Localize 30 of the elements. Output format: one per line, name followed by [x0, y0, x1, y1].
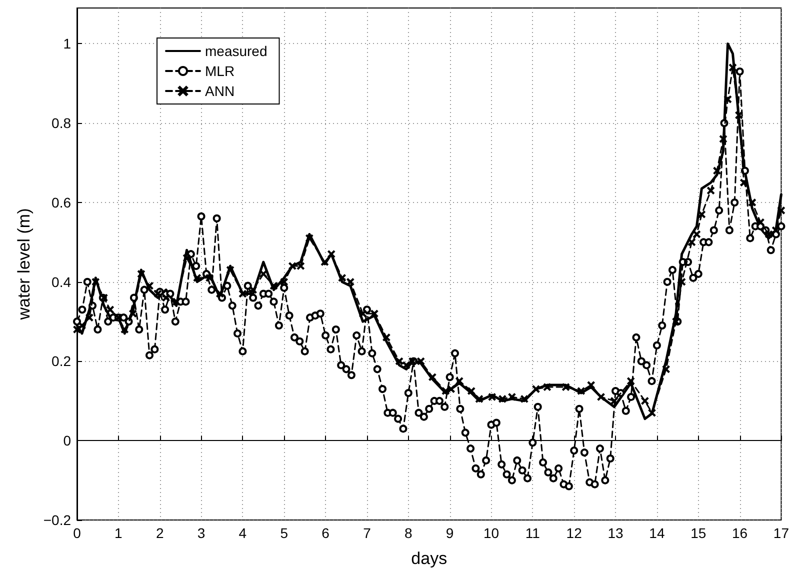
x-axis-title: days [411, 549, 448, 568]
x-tick-label: 13 [608, 525, 624, 541]
x-tick-label: 3 [197, 525, 206, 541]
y-tick-label: 0 [63, 432, 72, 449]
y-tick-label: −0.2 [43, 512, 72, 528]
x-tick-label: 9 [446, 525, 454, 541]
y-axis-title: water level (m) [14, 208, 34, 321]
x-tick-label: 1 [114, 525, 123, 541]
x-tick-label: 10 [483, 525, 500, 541]
legend-label: measured [205, 43, 268, 59]
x-tick-label: 11 [525, 525, 540, 541]
y-tick-label: 1 [63, 36, 72, 52]
x-tick-label: 14 [649, 525, 665, 541]
x-tick-label: 6 [322, 525, 330, 541]
y-tick-label: 0.4 [52, 274, 72, 290]
x-tick-label: 2 [156, 525, 164, 541]
x-tick-label: 8 [404, 525, 412, 541]
x-tick-label: 12 [566, 525, 582, 541]
legend-label: ANN [205, 83, 235, 99]
x-tick-label: 4 [238, 525, 247, 541]
legend-label: MLR [205, 63, 235, 79]
x-tick-label: 5 [280, 525, 288, 541]
y-tick-label: 0.6 [52, 194, 72, 210]
x-tick-label: 15 [690, 525, 706, 541]
x-tick-label: 16 [732, 525, 748, 541]
x-tick-label: 7 [363, 525, 372, 541]
y-tick-label: 0.2 [52, 353, 72, 370]
y-tick-label: 0.8 [52, 115, 72, 132]
x-tick-label: 17 [773, 525, 790, 541]
x-tick-label: 0 [73, 525, 82, 541]
